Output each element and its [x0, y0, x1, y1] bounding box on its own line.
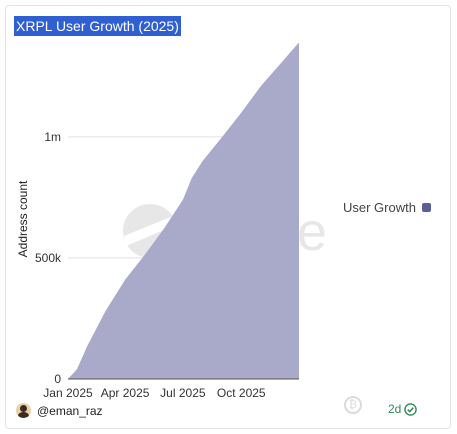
freshness-badge: 2d: [388, 402, 418, 416]
corner-watermark-logo: ₿: [344, 396, 362, 414]
legend[interactable]: User Growth: [343, 200, 431, 215]
chart-title: XRPL User Growth (2025): [14, 16, 181, 36]
y-tick-label: 500k: [35, 251, 62, 265]
x-tick-label: Oct 2025: [217, 386, 266, 400]
x-tick-label: Apr 2025: [101, 386, 150, 400]
author-username: @eman_raz: [37, 403, 103, 418]
freshness-age: 2d: [388, 402, 402, 416]
coin-icon: ₿: [344, 396, 362, 414]
check-circle-icon: [404, 402, 418, 416]
dune-watermark-slash: [124, 214, 178, 246]
area-layer: [67, 42, 300, 380]
x-tick-label: Jul 2025: [160, 386, 206, 400]
axis-layer: 0 500k 1m Jan 2025 Apr 2025 Jul 2025 Oct 2025: [35, 130, 299, 400]
y-tick-label: 0: [54, 372, 61, 386]
legend-label: User Growth: [343, 200, 416, 215]
author[interactable]: @eman_raz: [16, 403, 103, 418]
legend-swatch: [421, 203, 431, 212]
series-area-user-growth[interactable]: [68, 42, 299, 380]
y-axis-label: Address count: [16, 180, 30, 257]
avatar: [16, 403, 31, 418]
x-tick-label: Jan 2025: [43, 386, 93, 400]
y-tick-label: 1m: [44, 130, 61, 144]
